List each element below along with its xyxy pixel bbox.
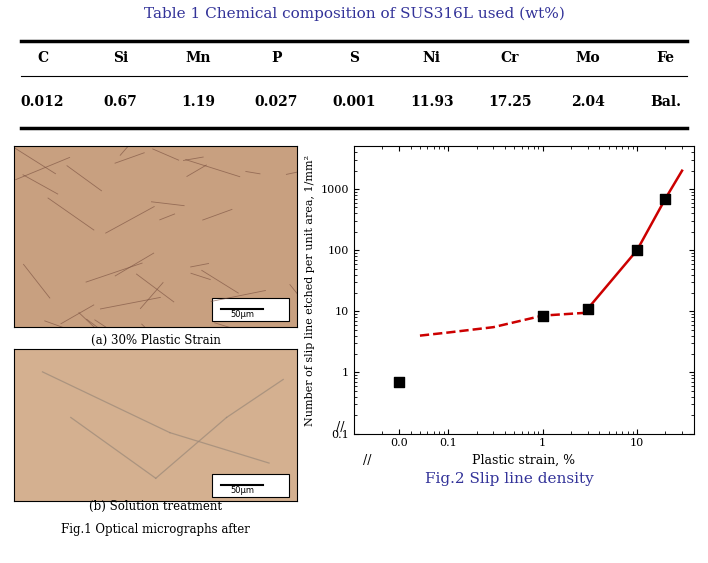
Text: Cr: Cr [501, 51, 519, 65]
Text: //: // [362, 454, 371, 467]
Text: 1.19: 1.19 [181, 95, 215, 109]
Text: P: P [271, 51, 281, 65]
Point [660, 194, 671, 203]
Point [394, 377, 405, 386]
Text: 0.67: 0.67 [103, 95, 137, 109]
Text: Mn: Mn [185, 51, 211, 65]
Text: (a) 30% Plastic Strain: (a) 30% Plastic Strain [91, 334, 221, 347]
Text: Fe: Fe [656, 51, 675, 65]
Text: Ni: Ni [423, 51, 441, 65]
Point [537, 311, 549, 320]
Text: 11.93: 11.93 [410, 95, 454, 109]
Text: 2.04: 2.04 [571, 95, 605, 109]
Text: (b) Solution treatment: (b) Solution treatment [89, 500, 222, 513]
Text: Bal.: Bal. [650, 95, 681, 109]
Bar [212, 473, 289, 497]
Y-axis label: Number of slip line etched per unit area, 1/mm²: Number of slip line etched per unit area… [305, 154, 315, 426]
Text: 50μm: 50μm [230, 486, 254, 495]
Text: Fig.1 Optical micrographs after: Fig.1 Optical micrographs after [62, 522, 250, 536]
Text: Table 1 Chemical composition of SUS316L used (wt%): Table 1 Chemical composition of SUS316L … [144, 7, 564, 21]
Text: 50μm: 50μm [230, 310, 254, 319]
Text: Fig.2 Slip line density: Fig.2 Slip line density [426, 472, 594, 485]
Text: C: C [37, 51, 48, 65]
Bar [212, 298, 289, 321]
Point [632, 245, 643, 254]
Text: 0.001: 0.001 [332, 95, 376, 109]
Point [582, 304, 593, 313]
Text: Si: Si [113, 51, 128, 65]
Text: 0.027: 0.027 [254, 95, 298, 109]
Text: S: S [349, 51, 359, 65]
Text: 0.012: 0.012 [21, 95, 64, 109]
X-axis label: Plastic strain, %: Plastic strain, % [472, 454, 576, 467]
Text: //: // [336, 421, 345, 434]
Text: 17.25: 17.25 [488, 95, 532, 109]
Text: Mo: Mo [576, 51, 600, 65]
